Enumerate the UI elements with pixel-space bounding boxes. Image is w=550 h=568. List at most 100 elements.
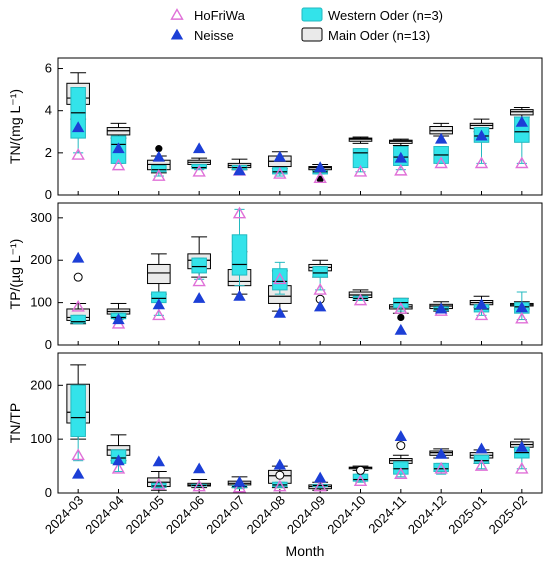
western-oder-2024-09-box <box>312 266 328 278</box>
y-tick-label: 200 <box>30 377 52 392</box>
hofriwa-point <box>394 467 408 479</box>
neisse-point <box>152 150 166 162</box>
hofriwa-point <box>232 206 247 219</box>
neisse-point <box>152 455 166 467</box>
hofriwa-point <box>71 148 85 160</box>
neisse-point <box>192 142 206 154</box>
neisse-point <box>394 151 408 163</box>
neisse-point <box>152 298 166 310</box>
y-tick-label: 0 <box>45 485 52 500</box>
x-tick-label: 2024-07 <box>203 493 247 537</box>
y-axis-title: TN/TP <box>7 403 23 443</box>
neisse-point <box>273 150 287 162</box>
hofriwa-point <box>515 311 529 324</box>
panel-frame <box>57 202 543 346</box>
x-tick-labels: 2024-032024-042024-052024-062024-072024-… <box>42 493 530 537</box>
neisse-point <box>313 471 327 483</box>
main-oder-outlier <box>396 441 406 451</box>
x-tick-label: 2025-01 <box>445 493 489 537</box>
hofriwa-point <box>353 164 368 177</box>
y-tick-label: 300 <box>30 210 52 225</box>
x-tick-label: 2024-12 <box>405 493 449 537</box>
y-tick-label: 6 <box>45 61 52 76</box>
neisse-point <box>71 251 85 263</box>
hofriwa-point <box>353 474 368 486</box>
x-tick-label: 2024-09 <box>284 493 328 537</box>
hofriwa-point <box>152 478 166 490</box>
neisse-point <box>112 454 125 466</box>
panel-3: 0 100 200 TN/TP <box>7 352 543 500</box>
x-axis-title: Month <box>286 543 325 559</box>
y-tick-label: 0 <box>45 187 52 202</box>
neisse-point <box>71 467 85 479</box>
neisse-point <box>434 447 448 459</box>
legend-swatch <box>301 27 323 42</box>
hofriwa-point <box>111 461 126 474</box>
neisse-point <box>313 161 327 173</box>
hofriwa-point <box>434 461 448 474</box>
x-tick-label: 2024-08 <box>244 493 288 537</box>
hofriwa-point <box>313 171 327 183</box>
hofriwa-point <box>313 479 327 492</box>
western-oder-2024-10-box <box>352 148 369 169</box>
neisse-point <box>515 301 529 313</box>
x-tick-label: 2024-11 <box>365 493 409 537</box>
neisse-point <box>394 323 408 335</box>
hofriwa-point <box>192 274 206 287</box>
main-oder-2024-05-box <box>147 263 171 285</box>
y-tick-label: 200 <box>30 252 52 267</box>
main-oder-outlier <box>275 470 285 480</box>
hofriwa-point <box>71 299 85 312</box>
y-axis-title: TP/(µg L⁻¹) <box>7 239 23 310</box>
neisse-point <box>192 462 206 474</box>
hofriwa-point <box>152 308 166 321</box>
legend-item-hofriwa: HoFriWa <box>170 8 246 23</box>
neisse-point <box>233 164 246 176</box>
western-oder-2024-07-box <box>231 234 248 276</box>
hofriwa-point <box>232 480 247 493</box>
legend-swatch <box>301 7 323 22</box>
hofriwa-point <box>152 169 166 181</box>
hofriwa-point <box>474 308 489 321</box>
neisse-point <box>273 306 287 318</box>
hofriwa-point <box>474 459 489 471</box>
hofriwa-point <box>313 282 327 295</box>
western-oder-2024-03-box <box>70 384 86 437</box>
western-oder-2024-06-box <box>191 257 207 274</box>
y-tick-label: 4 <box>45 103 52 118</box>
hofriwa-point <box>515 156 529 169</box>
hofriwa-point <box>394 163 408 176</box>
panel-frame <box>57 352 543 494</box>
x-tick-label: 2024-06 <box>163 493 207 537</box>
legend-item-neisse: Neisse <box>170 28 234 43</box>
legend-label: Western Oder (n=3) <box>328 8 443 23</box>
hofriwa-point <box>474 156 489 169</box>
neisse-point <box>112 142 125 154</box>
hofriwa-point <box>111 158 126 171</box>
legend-label: Neisse <box>194 28 234 43</box>
neisse-point <box>434 132 448 144</box>
x-tick-label: 2024-05 <box>123 493 167 537</box>
neisse-point <box>475 442 488 454</box>
neisse-point <box>313 300 327 312</box>
x-tick-label: 2024-04 <box>82 493 126 537</box>
hofriwa-point <box>71 448 85 461</box>
main-oder-outlier <box>397 313 405 322</box>
neisse-point <box>394 430 408 441</box>
hofriwa-point <box>434 156 448 169</box>
main-oder-outlier <box>73 272 83 282</box>
legend-label: Main Oder (n=13) <box>328 28 430 43</box>
y-tick-label: 100 <box>30 431 52 446</box>
chart-panels: 0 2 4 6 TN/(mg L⁻¹) 0 100 200 300 TP/(µg L⁻¹) 0 100… <box>7 57 543 537</box>
y-tick-label: 2 <box>45 145 52 160</box>
hofriwa-point <box>515 461 529 474</box>
neisse-point <box>273 458 287 470</box>
panel-frame <box>57 57 543 196</box>
y-tick-label: 100 <box>30 295 52 310</box>
neisse-point <box>192 292 206 303</box>
hofriwa-point <box>273 479 287 492</box>
x-tick-label: 2024-10 <box>324 493 368 537</box>
neisse-point <box>233 289 246 301</box>
neisse-point <box>515 440 529 452</box>
y-axis-title: TN/(mg L⁻¹) <box>7 89 23 164</box>
